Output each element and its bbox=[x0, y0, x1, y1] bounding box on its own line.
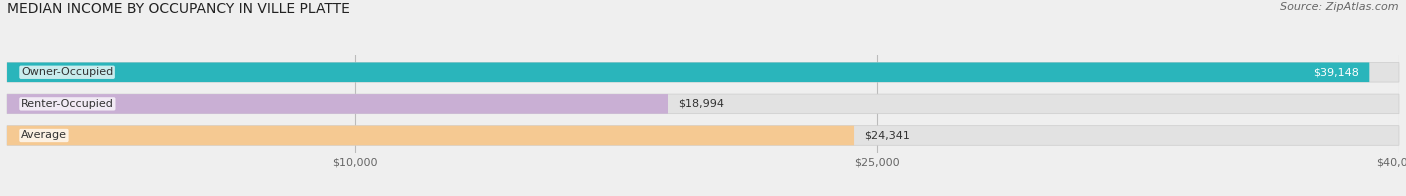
Text: Owner-Occupied: Owner-Occupied bbox=[21, 67, 114, 77]
Text: Source: ZipAtlas.com: Source: ZipAtlas.com bbox=[1281, 2, 1399, 12]
Text: $18,994: $18,994 bbox=[679, 99, 724, 109]
Text: Average: Average bbox=[21, 131, 67, 141]
FancyBboxPatch shape bbox=[7, 94, 1399, 114]
Text: $39,148: $39,148 bbox=[1313, 67, 1358, 77]
FancyBboxPatch shape bbox=[7, 63, 1399, 82]
FancyBboxPatch shape bbox=[7, 94, 668, 114]
Text: $24,341: $24,341 bbox=[865, 131, 910, 141]
Text: MEDIAN INCOME BY OCCUPANCY IN VILLE PLATTE: MEDIAN INCOME BY OCCUPANCY IN VILLE PLAT… bbox=[7, 2, 350, 16]
FancyBboxPatch shape bbox=[7, 126, 853, 145]
FancyBboxPatch shape bbox=[7, 63, 1369, 82]
Text: Renter-Occupied: Renter-Occupied bbox=[21, 99, 114, 109]
FancyBboxPatch shape bbox=[7, 126, 1399, 145]
